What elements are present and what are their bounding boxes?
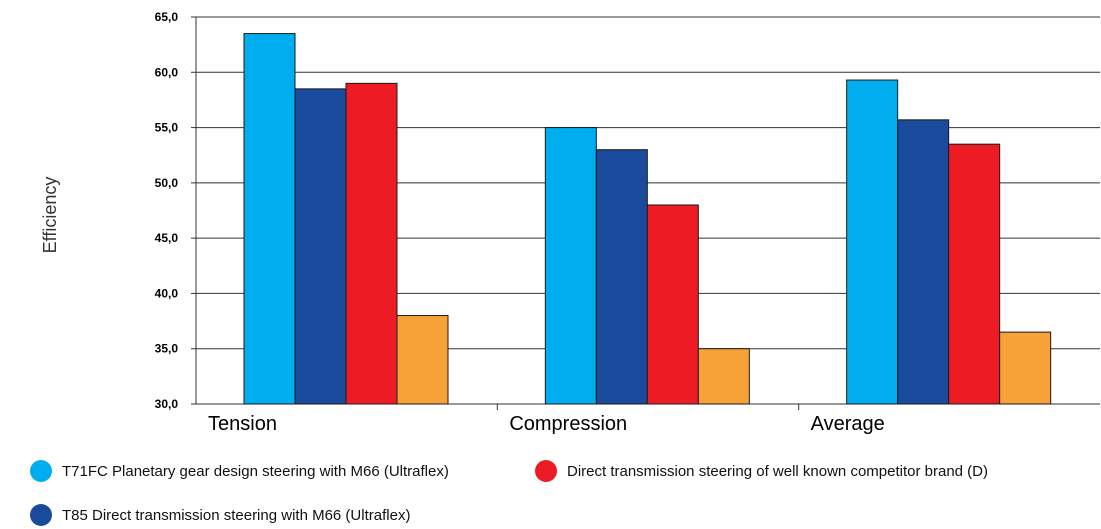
y-axis-label: Efficiency	[40, 177, 60, 254]
legend-swatch-competitor	[535, 460, 557, 482]
bars	[243, 33, 1052, 405]
bar-series2-average	[897, 119, 950, 405]
y-tick-label: 60,0	[155, 65, 179, 79]
bar-series2-tension	[294, 88, 347, 405]
bar-series3-average	[948, 143, 1001, 405]
bar-series1-tension	[243, 33, 296, 405]
bar-series4-tension	[396, 315, 449, 405]
y-tick-label: 65,0	[155, 10, 179, 24]
bar-series3-compression	[646, 204, 699, 405]
legend-item-t71fc: T71FC Planetary gear design steering wit…	[30, 460, 449, 482]
legend-label-t71fc: T71FC Planetary gear design steering wit…	[62, 462, 449, 480]
bar-series1-average	[846, 79, 899, 405]
legend-label-competitor: Direct transmission steering of well kno…	[567, 462, 988, 480]
y-tick-label: 45,0	[155, 231, 179, 245]
y-tick-label: 35,0	[155, 342, 179, 356]
legend-item-t85: T85 Direct transmission steering with M6…	[30, 504, 410, 526]
bar-series3-tension	[345, 82, 398, 405]
bar-series4-average	[999, 331, 1052, 405]
x-category-label: Tension	[208, 413, 277, 435]
y-tick-label: 50,0	[155, 176, 179, 190]
legend-item-competitor: Direct transmission steering of well kno…	[535, 460, 988, 482]
legend-swatch-t71fc	[30, 460, 52, 482]
x-category-label: Compression	[509, 413, 627, 435]
bar-series1-compression	[544, 127, 597, 405]
y-tick-label: 55,0	[155, 121, 179, 135]
bar-series4-compression	[697, 348, 750, 405]
legend-swatch-t85	[30, 504, 52, 526]
y-tick-label: 40,0	[155, 286, 179, 300]
x-category-label: Average	[811, 413, 885, 435]
y-tick-label: 30,0	[155, 397, 179, 411]
bar-series2-compression	[595, 149, 648, 405]
legend-label-t85: T85 Direct transmission steering with M6…	[62, 506, 411, 524]
category-labels: Tension Compression Average	[208, 413, 885, 435]
